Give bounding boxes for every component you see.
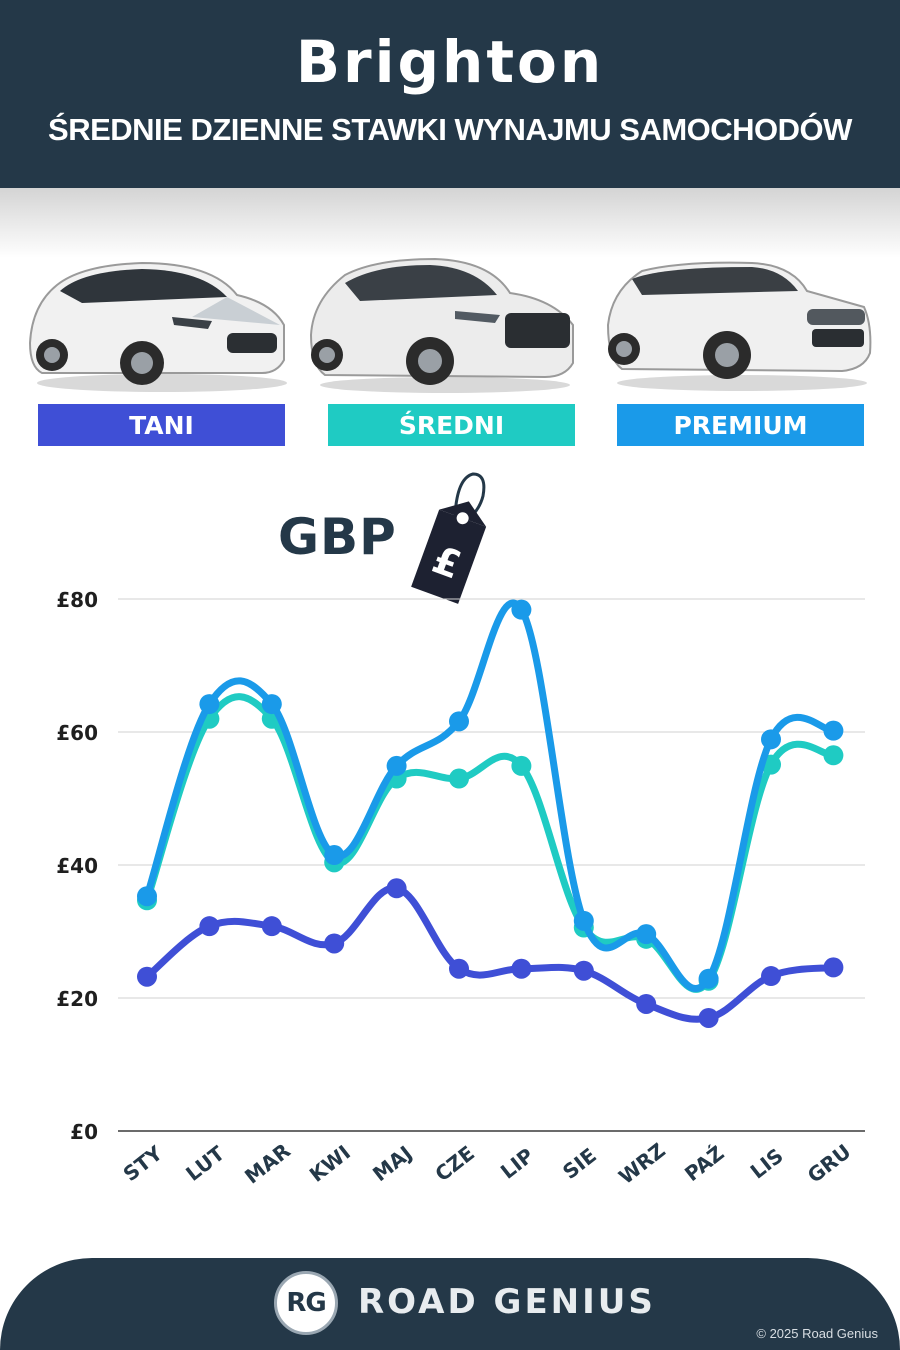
midsize-car-image (309, 257, 574, 393)
x-tick-label: STY (119, 1141, 168, 1186)
header-shadow (0, 188, 900, 258)
data-point (698, 1007, 719, 1028)
header: Brighton ŚREDNIE DZIENNE STAWKI WYNAJMU … (0, 0, 900, 188)
premium-car-image (606, 261, 872, 391)
data-point (511, 755, 532, 776)
data-point (261, 694, 282, 715)
data-point (761, 729, 781, 750)
data-point (137, 886, 157, 907)
data-point (261, 916, 282, 937)
line-chart: £0 £20 £40 £60 £80 STY LUT MAR KWI MAJ CZE LIP SIE WR… (56, 588, 865, 1189)
x-tick-label: LIP (496, 1143, 538, 1183)
data-point (386, 878, 407, 899)
y-tick-label: £80 (56, 588, 98, 612)
footer (0, 1258, 900, 1350)
data-point (449, 711, 469, 732)
y-tick-label: £20 (56, 987, 98, 1011)
y-tick-label: £40 (56, 854, 98, 878)
x-tick-label: LIS (746, 1143, 788, 1183)
data-point (823, 957, 844, 978)
x-tick-label: PAŹ (680, 1141, 729, 1186)
category-label-midsize: ŚREDNI (328, 404, 575, 446)
x-tick-label: GRU (803, 1139, 856, 1188)
data-point (199, 916, 220, 937)
data-point (573, 910, 594, 931)
data-point (324, 933, 345, 954)
x-tick-label: LUT (181, 1141, 229, 1186)
x-tick-label: WRZ (614, 1138, 670, 1189)
category-label-economy: TANI (38, 404, 285, 446)
y-tick-label: £60 (56, 721, 98, 745)
category-label-premium: PREMIUM (617, 404, 864, 446)
data-point (761, 966, 781, 987)
x-tick-label: MAR (240, 1138, 295, 1188)
data-point (573, 960, 594, 981)
data-point (823, 745, 844, 766)
data-point (449, 768, 469, 789)
series-line (143, 693, 837, 993)
copyright-text: © 2025 Road Genius (756, 1326, 878, 1341)
page-title: Brighton (295, 28, 605, 96)
economy-car-image (28, 261, 287, 392)
currency-label: GBP (278, 508, 397, 566)
x-tick-label: CZE (430, 1141, 479, 1186)
price-tag-icon: £ (411, 472, 487, 604)
data-point (449, 958, 469, 979)
data-point (137, 966, 157, 987)
data-point (386, 755, 407, 776)
x-tick-label: KWI (305, 1140, 355, 1187)
page-subtitle: ŚREDNIE DZIENNE STAWKI WYNAJMU SAMOCHODÓ… (48, 112, 852, 147)
brand-logo: RG (274, 1271, 338, 1335)
x-tick-label: MAJ (368, 1141, 417, 1186)
brand-name: ROAD GENIUS (358, 1282, 656, 1322)
data-point (636, 924, 657, 945)
data-point (199, 694, 220, 715)
data-point (698, 968, 719, 989)
data-point (823, 720, 844, 741)
data-point (511, 599, 532, 620)
x-tick-label: SIE (558, 1143, 601, 1184)
data-point (324, 845, 345, 866)
data-point (636, 993, 657, 1014)
y-tick-label: £0 (70, 1120, 98, 1144)
data-point (511, 958, 532, 979)
